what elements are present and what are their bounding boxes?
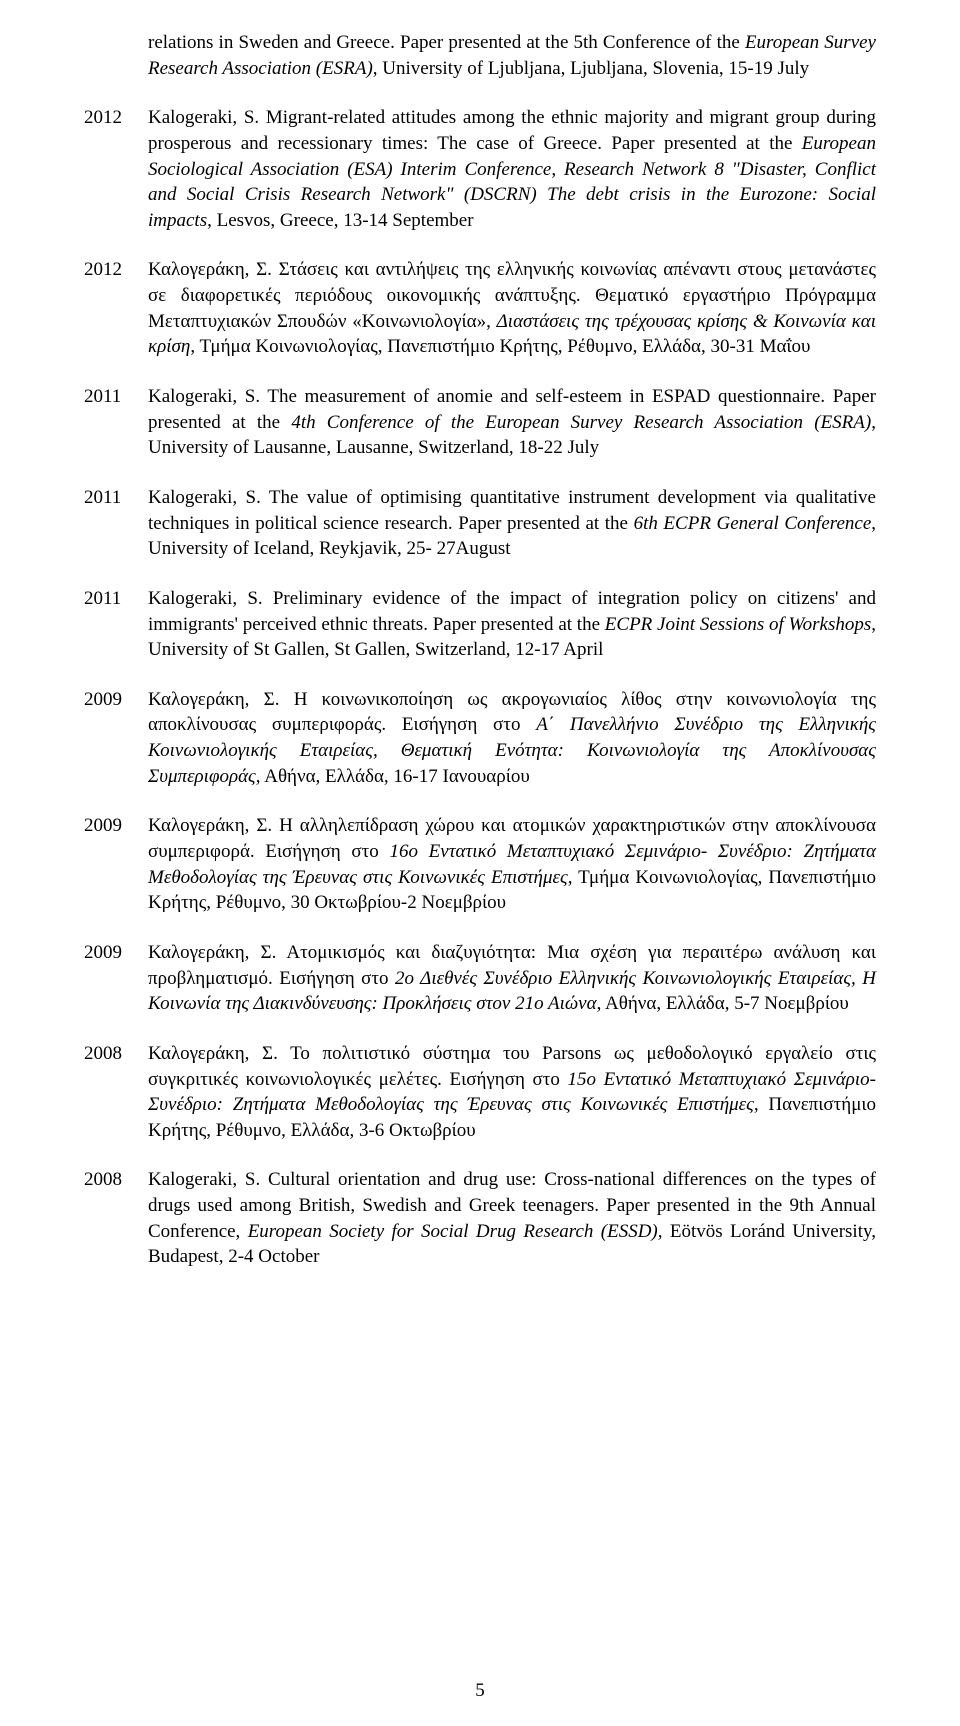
entry-body: Kalogeraki, S. Cultural orientation and …: [148, 1167, 876, 1270]
publication-entry: 2009Καλογεράκη, Σ. Η αλληλεπίδραση χώρου…: [84, 813, 876, 916]
entry-body: Kalogeraki, S. The value of optimising q…: [148, 485, 876, 562]
publication-entry: 2009Καλογεράκη, Σ. Ατομικισμός και διαζυ…: [84, 940, 876, 1017]
lead-text-1: relations in Sweden and Greece. Paper pr…: [148, 32, 745, 53]
entry-body: Καλογεράκη, Σ. Στάσεις και αντιλήψεις τη…: [148, 257, 876, 360]
publication-entry: 2011Kalogeraki, S. Preliminary evidence …: [84, 586, 876, 663]
entry-year: 2011: [84, 384, 148, 461]
publication-entry: 2011Kalogeraki, S. The measurement of an…: [84, 384, 876, 461]
document-page: relations in Sweden and Greece. Paper pr…: [0, 0, 960, 1726]
entry-body: Καλογεράκη, Σ. Η κοινωνικοποίηση ως ακρο…: [148, 687, 876, 790]
entry-text-segment: Kalogeraki, S. Migrant-related attitudes…: [148, 107, 876, 154]
entry-italic-segment: 4th Conference of the European Survey Re…: [291, 412, 871, 433]
entry-year: 2011: [84, 586, 148, 663]
entry-year: 2008: [84, 1041, 148, 1144]
entry-year: 2009: [84, 940, 148, 1017]
publication-entry: 2012Kalogeraki, S. Migrant-related attit…: [84, 105, 876, 233]
publication-entry: 2012Καλογεράκη, Σ. Στάσεις και αντιλήψει…: [84, 257, 876, 360]
entries-list: 2012Kalogeraki, S. Migrant-related attit…: [84, 105, 876, 1270]
entry-italic-segment: European Society for Social Drug Researc…: [248, 1221, 658, 1242]
entry-text-segment: , Αθήνα, Ελλάδα, 16-17 Ιανουαρίου: [256, 766, 530, 787]
entry-year: 2008: [84, 1167, 148, 1270]
entry-italic-segment: ECPR Joint Sessions of Workshops: [605, 614, 871, 635]
entry-text-segment: , Τμήμα Κοινωνιολογίας, Πανεπιστήμιο Κρή…: [190, 336, 810, 357]
entry-body: Kalogeraki, S. Migrant-related attitudes…: [148, 105, 876, 233]
entry-year: 2011: [84, 485, 148, 562]
entry-text-segment: , Lesvos, Greece, 13-14 September: [207, 210, 473, 231]
entry-year: 2012: [84, 105, 148, 233]
entry-body: Καλογεράκη, Σ. Η αλληλεπίδραση χώρου και…: [148, 813, 876, 916]
publication-entry: 2009Καλογεράκη, Σ. Η κοινωνικοποίηση ως …: [84, 687, 876, 790]
lead-text-2: , University of Ljubljana, Ljubljana, Sl…: [373, 58, 809, 79]
publication-entry: 2008Kalogeraki, S. Cultural orientation …: [84, 1167, 876, 1270]
page-number: 5: [0, 1680, 960, 1702]
entry-body: Kalogeraki, S. Preliminary evidence of t…: [148, 586, 876, 663]
entry-text-segment: , Αθήνα, Ελλάδα, 5-7 Νοεμβρίου: [597, 993, 849, 1014]
entry-year: 2012: [84, 257, 148, 360]
entry-year: 2009: [84, 687, 148, 790]
entry-body: Kalogeraki, S. The measurement of anomie…: [148, 384, 876, 461]
entry-italic-segment: 6th ECPR General Conference: [634, 513, 872, 534]
publication-entry: 2008Καλογεράκη, Σ. Το πολιτιστικό σύστημ…: [84, 1041, 876, 1144]
lead-fragment: relations in Sweden and Greece. Paper pr…: [84, 30, 876, 81]
entry-year: 2009: [84, 813, 148, 916]
entry-body: Καλογεράκη, Σ. Ατομικισμός και διαζυγιότ…: [148, 940, 876, 1017]
entry-body: Καλογεράκη, Σ. Το πολιτιστικό σύστημα το…: [148, 1041, 876, 1144]
publication-entry: 2011Kalogeraki, S. The value of optimisi…: [84, 485, 876, 562]
